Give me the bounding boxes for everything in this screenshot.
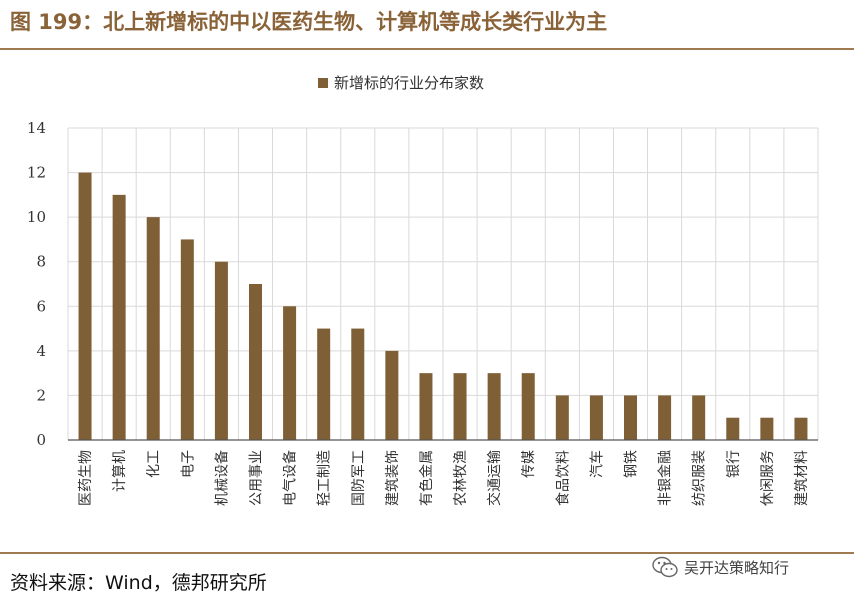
bar (658, 395, 672, 440)
chart-grid (67, 127, 819, 441)
x-tick-label: 钢铁 (624, 450, 640, 478)
y-tick-label: 0 (36, 431, 46, 449)
x-tick-label: 公用事业 (249, 450, 265, 506)
bar (760, 417, 774, 440)
bar (180, 239, 194, 440)
bar (385, 350, 399, 440)
y-tick-label: 4 (36, 342, 46, 360)
y-axis-ticks: 0 2 4 6 8 10 12 14 (27, 119, 46, 449)
x-tick-label: 机械设备 (213, 450, 230, 506)
bar (453, 373, 467, 440)
page-title: 图 199：北上新增标的中以医药生物、计算机等成长类行业为主 (10, 10, 608, 34)
y-tick-label: 12 (27, 164, 46, 182)
bar (112, 194, 126, 440)
footer-divider (0, 552, 854, 554)
y-tick-label: 10 (27, 208, 46, 226)
y-tick-label: 8 (36, 253, 46, 271)
x-tick-label: 有色金属 (418, 450, 435, 506)
bar (214, 261, 228, 440)
x-tick-label: 建筑材料 (794, 450, 810, 506)
x-tick-label: 农林牧渔 (453, 450, 469, 506)
bar (419, 373, 433, 440)
x-tick-label: 国防军工 (351, 450, 367, 506)
bar (692, 395, 706, 440)
bar (351, 328, 365, 440)
x-tick-label: 轻工制造 (317, 450, 333, 506)
bar (521, 373, 535, 440)
bar (487, 373, 501, 440)
bar (78, 172, 92, 441)
bar (283, 306, 297, 440)
bar (726, 417, 740, 440)
y-tick-label: 6 (36, 297, 46, 315)
bar (317, 328, 331, 440)
title-divider (0, 48, 854, 50)
x-tick-label: 纺织服装 (692, 450, 708, 506)
source-note: 资料来源：Wind，德邦研究所 (10, 572, 267, 594)
x-tick-label: 医药生物 (78, 450, 94, 506)
y-tick-label: 14 (27, 119, 46, 137)
bar (555, 395, 569, 440)
wechat-icon (652, 556, 678, 578)
y-tick-label: 2 (36, 386, 46, 404)
bar (624, 395, 637, 440)
watermark: 吴开达策略知行 (652, 556, 789, 578)
bar-chart: 新增标的行业分布家数 0 2 4 6 8 10 12 14 医药生物 计算机 化工 电子 机械设备 公用… (27, 74, 819, 506)
bar (146, 217, 160, 440)
x-tick-label: 食品饮料 (554, 450, 571, 506)
x-tick-label: 建筑装饰 (385, 450, 401, 506)
x-tick-label: 传媒 (521, 450, 537, 478)
x-tick-label: 交通运输 (486, 450, 503, 506)
x-tick-label: 电气设备 (282, 450, 299, 506)
legend-label: 新增标的行业分布家数 (334, 74, 484, 92)
x-tick-label: 电子 (180, 450, 196, 478)
x-tick-label: 银行 (726, 450, 742, 478)
x-axis-ticks: 医药生物 计算机 化工 电子 机械设备 公用事业 电气设备 轻工制造 国防军工 建筑装饰 有色金属 农… (78, 450, 810, 506)
bar (589, 395, 603, 440)
x-tick-label: 休闲服务 (760, 450, 776, 506)
x-tick-label: 汽车 (588, 450, 605, 478)
bar (794, 417, 808, 440)
legend-swatch (318, 78, 328, 88)
chart-legend: 新增标的行业分布家数 (318, 74, 484, 92)
x-tick-label: 计算机 (112, 450, 128, 492)
watermark-label: 吴开达策略知行 (684, 558, 790, 577)
x-tick-label: 非银金融 (658, 450, 674, 506)
bar (249, 284, 262, 440)
chart-bars (78, 172, 808, 441)
x-tick-label: 化工 (146, 450, 162, 478)
